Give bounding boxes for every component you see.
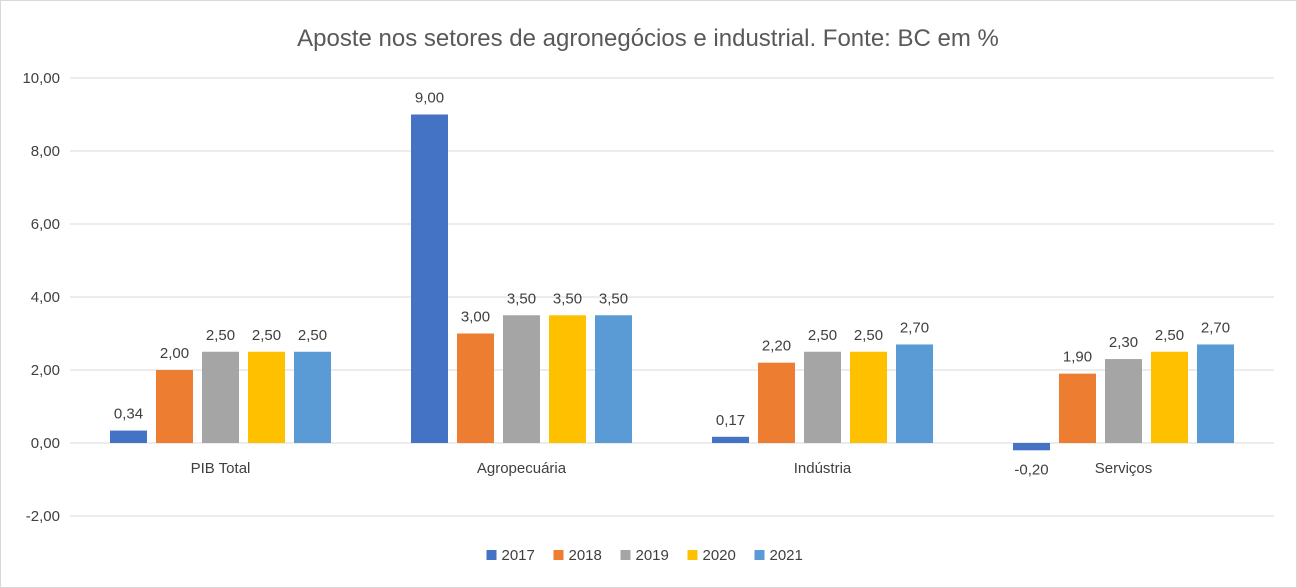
legend-swatch <box>486 550 497 560</box>
data-label: 2,20 <box>762 338 791 355</box>
legend-label: 2019 <box>636 547 669 564</box>
data-label: 3,50 <box>599 290 628 307</box>
legend-label: 2021 <box>770 547 803 564</box>
bar <box>156 370 193 443</box>
legend-swatch <box>620 550 631 560</box>
bar <box>549 315 586 443</box>
x-axis: PIB Total Agropecuária Indústria Serviços <box>191 460 1153 477</box>
legend-swatch <box>687 550 698 560</box>
bar <box>595 315 632 443</box>
data-label: 2,50 <box>252 327 281 344</box>
bar <box>110 430 147 443</box>
bar <box>758 362 795 443</box>
y-tick-label: 0,00 <box>31 435 60 452</box>
y-tick-label: -2,00 <box>26 508 60 525</box>
legend: 2017 2018 2019 2020 2021 <box>486 547 803 564</box>
data-label: 2,50 <box>808 327 837 344</box>
bars <box>110 114 1234 451</box>
data-label: 2,30 <box>1109 334 1138 351</box>
chart-title: Aposte nos setores de agronegócios e ind… <box>297 25 999 52</box>
category-label: Serviços <box>1095 460 1153 477</box>
data-label: 2,70 <box>1201 319 1230 336</box>
category-label: Agropecuária <box>477 460 567 477</box>
data-label: 2,50 <box>854 327 883 344</box>
data-label: 2,50 <box>1155 327 1184 344</box>
data-label: 3,50 <box>553 290 582 307</box>
data-label: -0,20 <box>1014 461 1048 478</box>
bar <box>712 436 749 443</box>
data-label: 3,00 <box>461 309 490 326</box>
bar <box>804 351 841 443</box>
legend-label: 2020 <box>703 547 736 564</box>
y-tick-label: 4,00 <box>31 289 60 306</box>
bar <box>1197 344 1234 443</box>
category-label: Indústria <box>794 460 852 477</box>
legend-swatch <box>553 550 564 560</box>
data-label: 3,50 <box>507 290 536 307</box>
legend-label: 2017 <box>502 547 535 564</box>
legend-swatch <box>754 550 765 560</box>
bar <box>411 114 448 443</box>
bar <box>1059 373 1096 443</box>
bar <box>896 344 933 443</box>
bar <box>1105 359 1142 443</box>
bar <box>202 351 239 443</box>
data-labels: 0,34 2,00 2,50 2,50 2,50 9,00 3,00 3,50 3,50 3,50… <box>114 90 1230 479</box>
bar <box>503 315 540 443</box>
data-label: 2,50 <box>298 327 327 344</box>
y-tick-label: 8,00 <box>31 143 60 160</box>
category-label: PIB Total <box>191 460 251 477</box>
bar <box>457 333 494 443</box>
y-axis: -2,00 0,00 2,00 4,00 6,00 8,00 10,00 <box>22 70 60 525</box>
bar <box>850 351 887 443</box>
data-label: 2,50 <box>206 327 235 344</box>
bar <box>294 351 331 443</box>
data-label: 0,34 <box>114 406 143 423</box>
bar <box>1013 443 1050 451</box>
data-label: 2,70 <box>900 319 929 336</box>
gridlines <box>70 77 1274 517</box>
data-label: 9,00 <box>415 90 444 107</box>
y-tick-label: 2,00 <box>31 362 60 379</box>
data-label: 0,17 <box>716 412 745 429</box>
data-label: 1,90 <box>1063 349 1092 366</box>
bar <box>248 351 285 443</box>
legend-label: 2018 <box>569 547 602 564</box>
y-tick-label: 10,00 <box>22 70 60 87</box>
data-label: 2,00 <box>160 345 189 362</box>
y-tick-label: 6,00 <box>31 216 60 233</box>
bar <box>1151 351 1188 443</box>
